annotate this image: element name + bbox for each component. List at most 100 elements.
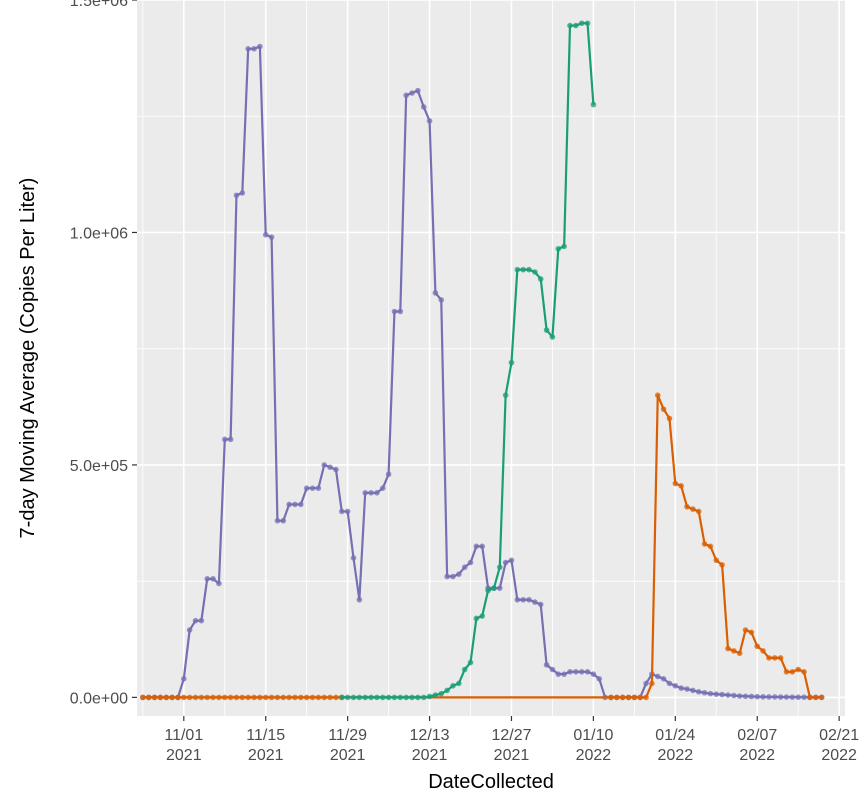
data-point [561,243,567,250]
data-point [333,694,339,701]
data-point [766,694,772,700]
data-point [251,46,257,52]
x-tick-label: 02/21 [819,727,859,744]
data-point [777,655,784,661]
data-point [461,564,468,571]
data-point [251,694,257,701]
data-point [456,571,462,577]
data-point [415,694,421,701]
y-axis: 0.0e+00 5.0e+05 1.0e+06 1.5e+06 [70,0,137,707]
data-point [520,596,526,603]
data-point [169,694,175,701]
data-point [157,694,164,701]
data-point [368,490,374,496]
data-point [514,266,521,273]
data-point [766,655,772,661]
data-point [198,694,205,701]
data-point [204,694,211,701]
x-tick-label: 12/27 [491,727,531,744]
data-point [496,585,503,591]
x-tick-year: 2021 [494,747,530,764]
data-point [239,694,246,701]
data-point [298,501,304,508]
series-layer [140,20,825,701]
data-point [245,694,251,701]
data-point [701,689,708,696]
data-point [479,543,486,550]
series-0 [140,43,825,701]
data-point [438,690,445,697]
data-point [397,308,404,315]
x-tick-year: 2021 [166,747,202,764]
x-tick-label: 01/10 [573,727,613,744]
data-point [321,462,328,468]
data-point [537,276,544,282]
data-point [502,392,509,398]
data-point [514,596,521,603]
data-point [625,694,632,701]
data-point [561,671,567,677]
data-point [549,334,556,340]
data-point [783,694,790,700]
data-point [502,559,509,566]
data-point [491,585,497,591]
data-point [368,694,374,701]
data-point [216,580,222,587]
data-point [701,541,708,547]
data-point [181,676,187,682]
data-point [426,693,433,700]
data-point [801,694,807,700]
data-point [374,694,380,701]
data-point [654,392,661,398]
data-point [637,694,644,701]
data-point [175,694,181,701]
data-point [391,308,398,315]
data-point [286,694,292,701]
data-point [526,596,532,603]
data-point [286,501,292,508]
data-point [409,90,415,96]
data-point [315,485,322,491]
data-point [795,666,801,673]
data-point [760,694,766,700]
y-tick-label: 1.5e+06 [70,0,128,10]
data-point [356,694,363,701]
x-tick-year: 2022 [658,747,694,764]
series-1 [140,392,825,701]
data-point [666,680,673,687]
data-point [403,92,409,99]
y-axis-title: 7-day Moving Average (Copies Per Liter) [17,178,39,539]
data-point [537,601,544,608]
data-point [379,485,386,491]
plot-panel [137,0,845,716]
data-point [731,692,737,699]
data-point [526,266,532,273]
data-point [725,645,731,652]
x-tick-year: 2022 [821,747,857,764]
data-point [731,648,737,654]
y-tick-label: 5.0e+05 [70,458,128,475]
data-point [713,691,720,697]
data-point [771,655,778,661]
data-point [192,617,199,624]
data-point [292,501,298,508]
data-point [818,694,825,701]
data-point [678,483,684,489]
data-point [760,648,766,654]
data-point [262,231,269,238]
data-point [543,327,550,333]
data-point [736,650,743,657]
data-point [204,576,211,582]
data-point [695,508,702,515]
data-point [567,669,573,675]
data-point [742,627,749,633]
data-point [356,596,363,603]
data-point [415,87,421,94]
data-point [678,685,684,691]
data-point [771,694,778,700]
data-point [227,436,234,443]
data-point [719,562,725,568]
data-point [584,20,591,27]
data-point [403,694,409,701]
data-point [496,564,503,571]
